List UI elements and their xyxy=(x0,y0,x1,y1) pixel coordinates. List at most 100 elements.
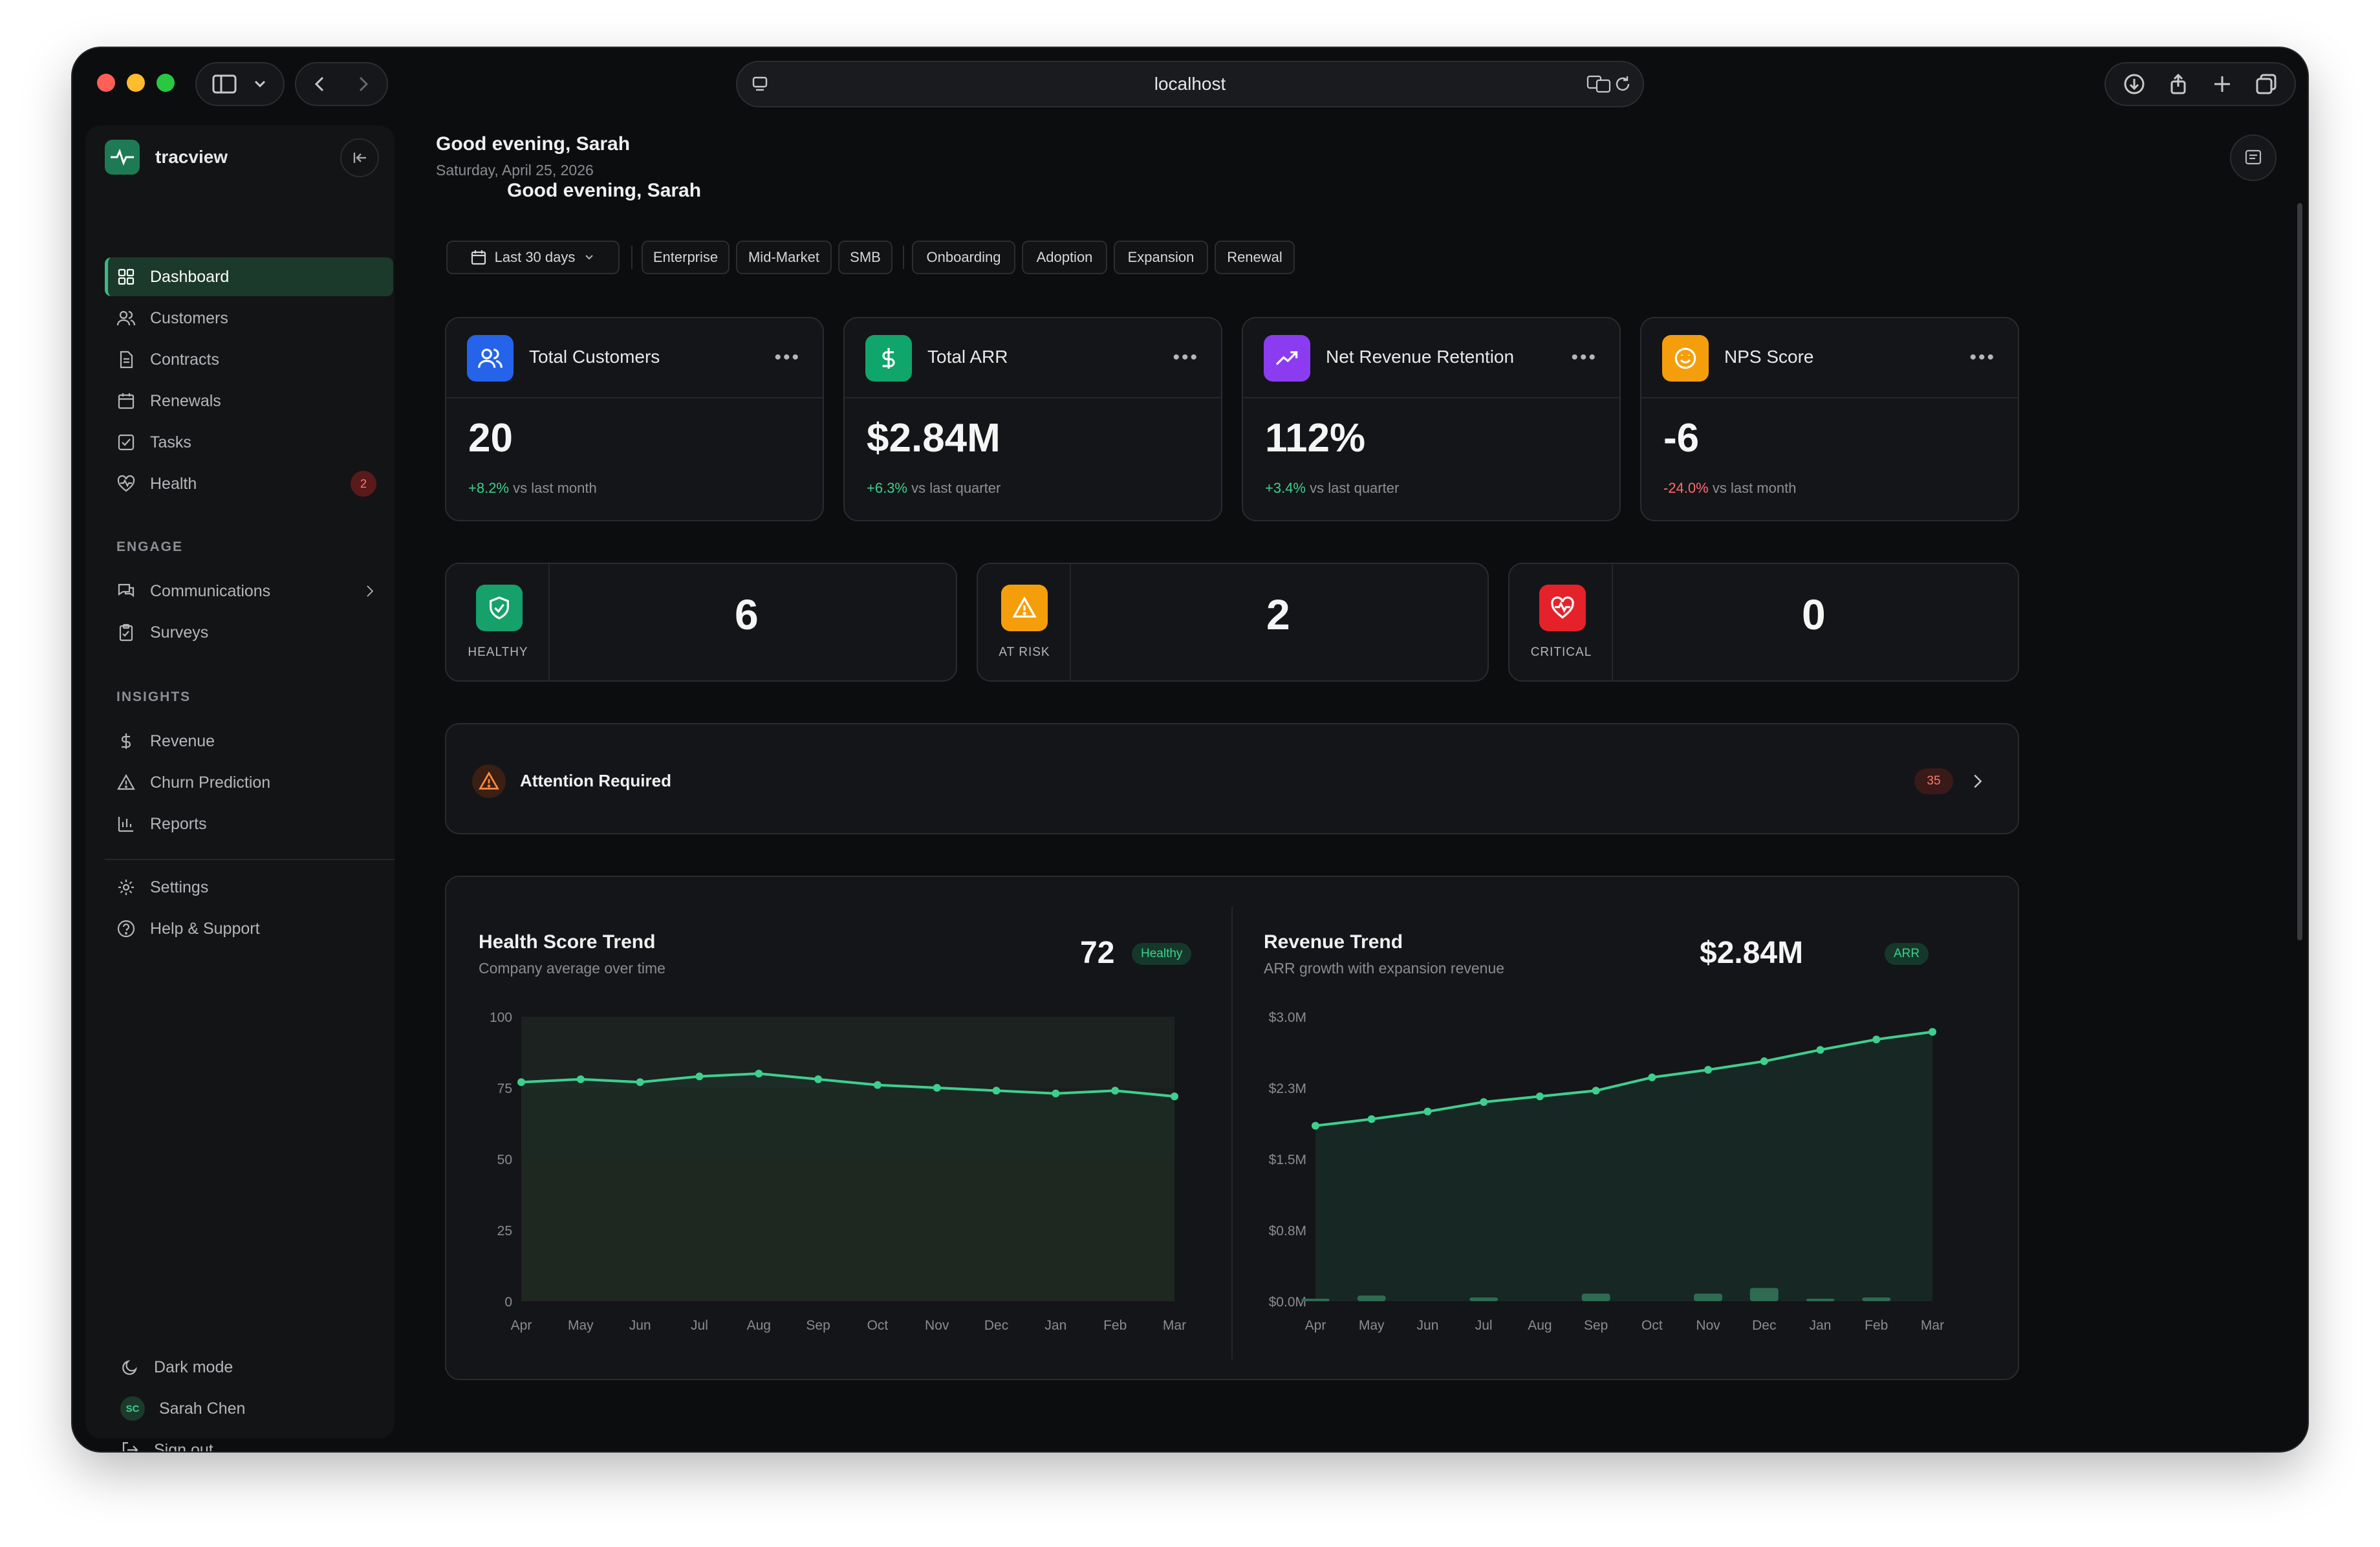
chevron-down-icon xyxy=(254,80,266,88)
warning-icon xyxy=(117,774,135,790)
expansion-bar xyxy=(1749,1288,1779,1301)
kpi-value: -6 xyxy=(1663,416,1700,460)
sidebar-item-tasks[interactable]: Tasks xyxy=(105,423,393,462)
x-tick-label: Mar xyxy=(1163,1318,1186,1333)
expansion-bar xyxy=(1357,1295,1386,1301)
forward-arrow-icon[interactable] xyxy=(353,74,373,94)
data-point xyxy=(1592,1087,1600,1095)
back-arrow-icon[interactable] xyxy=(310,74,330,94)
filter-chip-expansion[interactable]: Expansion xyxy=(1114,241,1208,274)
page-scrollbar[interactable] xyxy=(2297,203,2302,940)
shield-check-icon xyxy=(476,585,523,631)
zoom-window-button[interactable] xyxy=(157,74,175,92)
more-options-icon[interactable]: ••• xyxy=(1173,347,1199,368)
collapse-sidebar-button[interactable] xyxy=(340,138,379,177)
filter-chip-adoption[interactable]: Adoption xyxy=(1022,241,1107,274)
revenue-chart: $3.0M $2.3M $1.5M $0.8M $0.0M Apr May Jun Jul Aug… xyxy=(1269,1010,1944,1333)
dark-mode-toggle[interactable]: Dark mode xyxy=(109,1348,397,1387)
x-tick-label: Apr xyxy=(1305,1318,1326,1333)
share-icon[interactable] xyxy=(2167,72,2190,96)
sidebar-item-label: Communications xyxy=(150,581,271,600)
sidebar-item-dashboard[interactable]: Dashboard xyxy=(105,257,393,296)
tabs-overview-icon[interactable] xyxy=(2255,72,2278,96)
sidebar-item-health[interactable]: Health 2 xyxy=(105,464,393,503)
sidebar-item-churn-prediction[interactable]: Churn Prediction xyxy=(105,763,393,802)
chevron-right-icon xyxy=(367,585,374,597)
message-icon xyxy=(2245,149,2262,165)
data-point xyxy=(1111,1087,1120,1095)
sidebar-item-reports[interactable]: Reports xyxy=(105,805,393,843)
date-range-select[interactable]: Last 30 days xyxy=(446,241,620,274)
dollar-icon xyxy=(121,733,131,749)
minimize-window-button[interactable] xyxy=(127,74,145,92)
user-profile[interactable]: SC Sarah Chen xyxy=(109,1389,397,1428)
x-tick-label: Oct xyxy=(1641,1318,1663,1333)
gear-icon xyxy=(118,880,134,895)
dark-mode-label: Dark mode xyxy=(154,1358,233,1376)
filter-chip-enterprise[interactable]: Enterprise xyxy=(642,241,730,274)
sidebar-toggle-button[interactable] xyxy=(195,62,285,106)
y-tick-label: $1.5M xyxy=(1269,1152,1306,1167)
data-point xyxy=(1312,1121,1319,1130)
kpi-card-total-arr[interactable]: Total ARR ••• $2.84M +6.3% vs last quart… xyxy=(843,317,1222,521)
filter-chip-smb[interactable]: SMB xyxy=(838,241,892,274)
user-name: Sarah Chen xyxy=(159,1399,246,1418)
kpi-change-period: vs last month xyxy=(513,480,597,496)
status-card-healthy[interactable]: HEALTHY 6 xyxy=(445,563,957,682)
dollar-icon xyxy=(865,335,912,382)
arr-badge: ARR xyxy=(1885,943,1929,965)
new-tab-icon[interactable] xyxy=(2211,72,2234,96)
kpi-card-nps-score[interactable]: NPS Score ••• -6 -24.0% vs last month xyxy=(1640,317,2019,521)
sidebar-item-settings[interactable]: Settings xyxy=(105,868,393,907)
status-card-at-risk[interactable]: AT RISK 2 xyxy=(977,563,1489,682)
data-point xyxy=(1480,1098,1488,1106)
translate-icon[interactable] xyxy=(1586,74,1612,94)
sign-out-button[interactable]: Sign out xyxy=(109,1431,397,1451)
close-window-button[interactable] xyxy=(97,74,115,92)
data-point xyxy=(814,1075,823,1083)
filter-chip-mid-market[interactable]: Mid-Market xyxy=(736,241,832,274)
trending-up-icon xyxy=(1264,335,1310,382)
x-tick-label: Feb xyxy=(1865,1318,1888,1333)
data-point xyxy=(933,1084,941,1092)
kpi-card-net-revenue-retention[interactable]: Net Revenue Retention ••• 112% +3.4% vs … xyxy=(1242,317,1621,521)
sidebar-item-contracts[interactable]: Contracts xyxy=(105,340,393,379)
heart-icon xyxy=(117,475,135,492)
chevron-right-icon[interactable] xyxy=(1969,772,1987,790)
kpi-card-total-customers[interactable]: Total Customers ••• 20 +8.2% vs last mon… xyxy=(445,317,824,521)
sidebar-item-renewals[interactable]: Renewals xyxy=(105,382,393,420)
current-date: Saturday, April 25, 2026 xyxy=(436,162,594,178)
download-icon[interactable] xyxy=(2123,72,2146,96)
kpi-title: Total Customers xyxy=(529,347,660,367)
sidebar-item-label: Help & Support xyxy=(150,919,260,938)
clipboard-icon xyxy=(119,623,133,642)
sidebar-item-customers[interactable]: Customers xyxy=(105,299,393,338)
more-options-icon[interactable]: ••• xyxy=(774,347,801,368)
sidebar-item-help[interactable]: Help & Support xyxy=(105,909,393,948)
reload-icon[interactable] xyxy=(1613,74,1632,94)
more-options-icon[interactable]: ••• xyxy=(1571,347,1597,368)
health-score-chart: 100 75 50 25 0 Apr May Jun Jul Aug Sep Oct Nov Dec Jan… xyxy=(490,1010,1186,1333)
y-tick-label: $0.0M xyxy=(1269,1295,1306,1310)
status-count: 2 xyxy=(1266,590,1290,638)
kpi-card-header: Total ARR ••• xyxy=(845,318,1221,398)
page-title: Good evening, Sarah xyxy=(507,180,702,201)
url-bar[interactable]: localhost xyxy=(736,61,1644,107)
attention-required-banner[interactable]: Attention Required 35 xyxy=(445,723,2019,834)
sidebar-item-surveys[interactable]: Surveys xyxy=(105,613,393,652)
sidebar-item-revenue[interactable]: Revenue xyxy=(105,722,393,761)
arr-value: $2.84M xyxy=(1700,936,1804,970)
sidebar-item-communications[interactable]: Communications xyxy=(105,572,393,611)
filter-chip-renewal[interactable]: Renewal xyxy=(1215,241,1295,274)
status-card-critical[interactable]: CRITICAL 0 xyxy=(1508,563,2019,682)
more-options-icon[interactable]: ••• xyxy=(1969,347,1996,368)
x-tick-label: Jan xyxy=(1044,1318,1066,1333)
kpi-card-header: NPS Score ••• xyxy=(1641,318,2018,398)
notes-button[interactable] xyxy=(2230,135,2277,181)
sign-out-icon xyxy=(122,1442,138,1451)
brand[interactable]: tracview xyxy=(105,140,228,175)
kpi-change-value: +6.3% xyxy=(867,480,907,496)
expansion-bar xyxy=(1469,1297,1498,1301)
filter-chip-onboarding[interactable]: Onboarding xyxy=(912,241,1015,274)
filter-divider xyxy=(903,246,904,269)
